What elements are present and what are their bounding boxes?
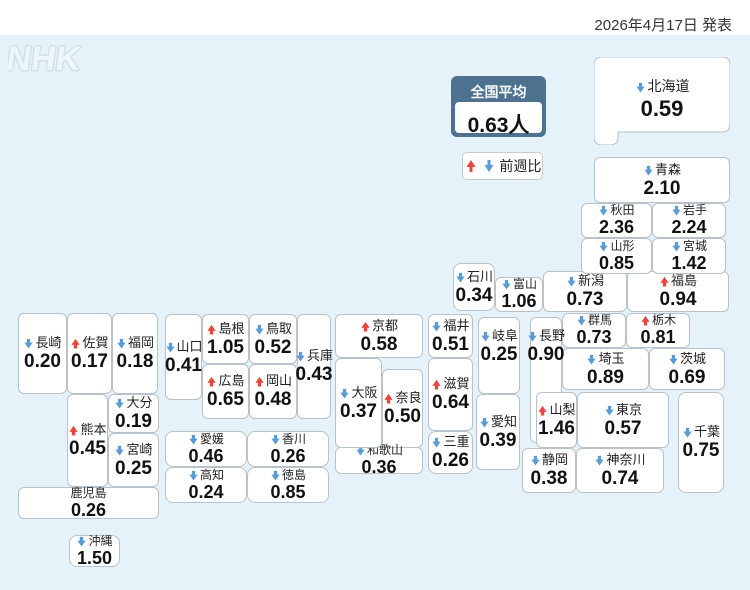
- svg-text:NHK: NHK: [8, 40, 83, 78]
